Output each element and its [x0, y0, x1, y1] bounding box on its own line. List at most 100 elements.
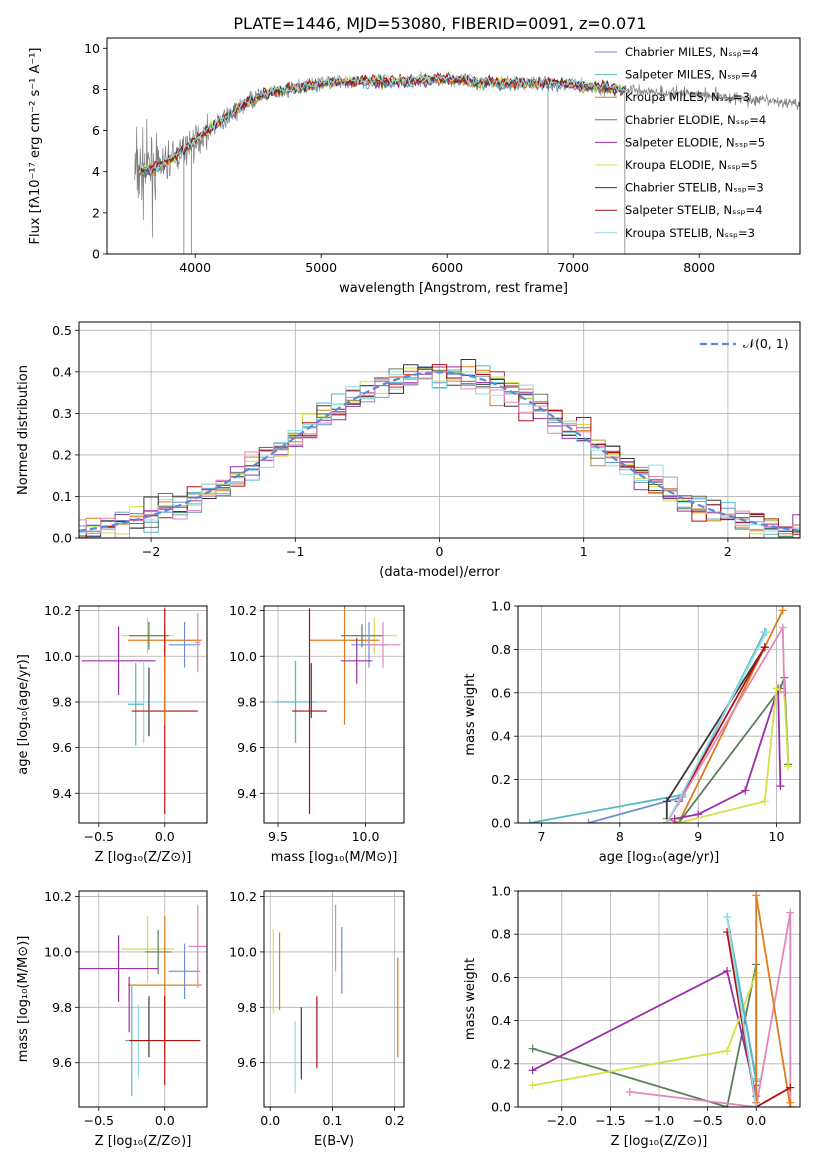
x-axis-label: age [log₁₀(age/yr)] — [599, 850, 720, 865]
residual-histogram-panel: −2 −1 0 1 2 0.0 0.1 0.2 0.3 0.4 0.5 (data-model)/er… — [16, 321, 801, 580]
data-point-marker — [772, 684, 781, 693]
y-tick-label: 0.8 — [491, 642, 511, 657]
data-point-marker — [778, 606, 787, 615]
x-axis-label: (data-model)/error — [379, 565, 500, 580]
y-tick-label: 0.6 — [491, 685, 511, 700]
x-axis-label: Z [log₁₀(Z/Z⊙)] — [95, 850, 192, 865]
data-point-marker — [694, 810, 703, 819]
x-tick-label: −1.0 — [644, 1113, 674, 1128]
x-tick-label: 7 — [538, 829, 546, 844]
residual-histogram — [79, 367, 800, 538]
x-tick-label: 4000 — [179, 260, 211, 275]
figure-title: PLATE=1446, MJD=53080, FIBERID=0091, z=0… — [233, 14, 646, 33]
x-axis-label: Z [log₁₀(Z/Z⊙)] — [95, 1134, 192, 1149]
axes-frame — [263, 890, 405, 1108]
mass-weight-line — [529, 631, 766, 823]
mass-weight-line — [726, 916, 758, 1107]
y-tick-label: 6 — [92, 123, 100, 138]
x-tick-label: −0.5 — [84, 1113, 114, 1128]
y-tick-label: 0.0 — [491, 1100, 511, 1115]
x-tick-label: −1.5 — [595, 1113, 625, 1128]
x-tick-label: 1 — [580, 544, 588, 559]
legend-entry: 𝒩(0, 1) — [743, 336, 789, 351]
x-tick-label: 8 — [616, 829, 624, 844]
data-point-marker — [584, 819, 593, 823]
legend-entry: Kroupa STELIB, Nₛₛₚ=3 — [625, 226, 755, 240]
y-tick-label: 0.3 — [52, 406, 72, 421]
x-tick-label: 10 — [769, 829, 785, 844]
x-tick-label: 5000 — [305, 260, 337, 275]
data-point-marker — [662, 797, 671, 806]
data-point-marker — [670, 814, 679, 823]
mass-weight-line — [677, 677, 790, 823]
y-tick-label: 9.4 — [52, 786, 72, 801]
x-tick-label: 0.1 — [322, 1113, 342, 1128]
y-tick-label: 10.2 — [44, 603, 72, 618]
plot-area — [134, 71, 800, 254]
x-tick-label: 0.0 — [260, 1113, 280, 1128]
x-tick-label: 8000 — [683, 260, 715, 275]
y-axis-label: mass weight — [463, 958, 478, 1040]
y-tick-label: 0.1 — [52, 489, 72, 504]
data-point-marker — [741, 786, 750, 795]
y-tick-label: 0.5 — [52, 323, 72, 338]
y-tick-label: 10.2 — [229, 889, 257, 904]
data-point-marker — [760, 643, 769, 652]
legend-entry: Chabrier STELIB, Nₛₛₚ=3 — [625, 181, 764, 195]
x-tick-label: −0.5 — [692, 1113, 722, 1128]
data-point-marker — [674, 819, 683, 823]
age-vs-mass-panel: 9.5 10.0 9.4 9.6 9.8 10.0 10.2 mass [log₁₀(M/M⊙… — [229, 603, 405, 865]
mass-weight-line — [532, 964, 758, 1107]
legend-entry: Salpeter STELIB, Nₛₛₚ=4 — [625, 203, 763, 217]
y-tick-label: 9.8 — [237, 1000, 257, 1015]
y-tick-label: 0.4 — [52, 364, 72, 379]
y-tick-label: 0.2 — [52, 447, 72, 462]
data-point-marker — [528, 1044, 537, 1053]
data-point-marker — [786, 1083, 795, 1092]
x-tick-label: 10.0 — [352, 829, 380, 844]
y-tick-label: 10 — [84, 41, 100, 56]
data-point-marker — [625, 1087, 634, 1096]
y-tick-label: 0.2 — [491, 1056, 511, 1071]
legend-entry: Chabrier ELODIE, Nₛₛₚ=4 — [625, 113, 766, 127]
plot-area — [79, 904, 207, 1096]
x-tick-label: 0.0 — [746, 1113, 766, 1128]
data-point-marker — [760, 797, 769, 806]
x-tick-label: 9.5 — [268, 829, 288, 844]
y-tick-label: 1.0 — [491, 599, 511, 614]
y-tick-label: 1.0 — [491, 884, 511, 899]
plot-area — [274, 606, 401, 814]
data-point-marker — [776, 782, 785, 791]
data-point-marker — [528, 1066, 537, 1075]
y-tick-label: 9.8 — [52, 694, 72, 709]
y-tick-label: 10.0 — [44, 649, 72, 664]
y-tick-label: 0 — [92, 247, 100, 262]
y-tick-label: 9.4 — [237, 786, 257, 801]
mass-weight-line — [726, 931, 791, 1107]
axes-frame — [78, 605, 208, 824]
mass-weight-vs-metallicity-panel: −2.0 −1.5 −1.0 −0.5 0.0 0.0 0.2 0.4 0.6 0.8 1.0 Z [… — [463, 884, 801, 1149]
data-point-marker — [723, 912, 732, 921]
legend-entry: Chabrier MILES, Nₛₛₚ=4 — [625, 45, 759, 59]
y-tick-label: 10.2 — [44, 889, 72, 904]
y-tick-label: 0.8 — [491, 927, 511, 942]
plot-area — [525, 606, 793, 823]
y-axis-label: Flux [fλ10⁻¹⁷ erg cm⁻² s⁻¹ A⁻¹] — [28, 48, 43, 245]
mass-weight-line — [666, 609, 784, 823]
data-point-marker — [784, 762, 793, 771]
y-tick-label: 9.8 — [237, 694, 257, 709]
y-tick-label: 4 — [92, 164, 100, 179]
y-tick-label: 0.0 — [491, 816, 511, 831]
x-tick-label: −0.5 — [84, 829, 114, 844]
legend-entry: Salpeter ELODIE, Nₛₛₚ=5 — [625, 135, 765, 149]
legend-entry: Kroupa MILES, Nₛₛₚ=3 — [625, 90, 750, 104]
mass-weight-line — [666, 631, 768, 823]
x-tick-label: 9 — [694, 829, 702, 844]
spectrum-panel: 4000 5000 6000 7000 8000 0 2 4 6 8 10 wavelength [A… — [28, 37, 801, 296]
x-axis-label: mass [log₁₀(M/M⊙)] — [271, 850, 398, 865]
y-tick-label: 0.4 — [491, 729, 511, 744]
y-tick-label: 0.4 — [491, 1013, 511, 1028]
data-point-marker — [786, 1098, 795, 1107]
axes-frame — [78, 890, 208, 1108]
x-axis-label: wavelength [Angstrom, rest frame] — [339, 281, 568, 296]
